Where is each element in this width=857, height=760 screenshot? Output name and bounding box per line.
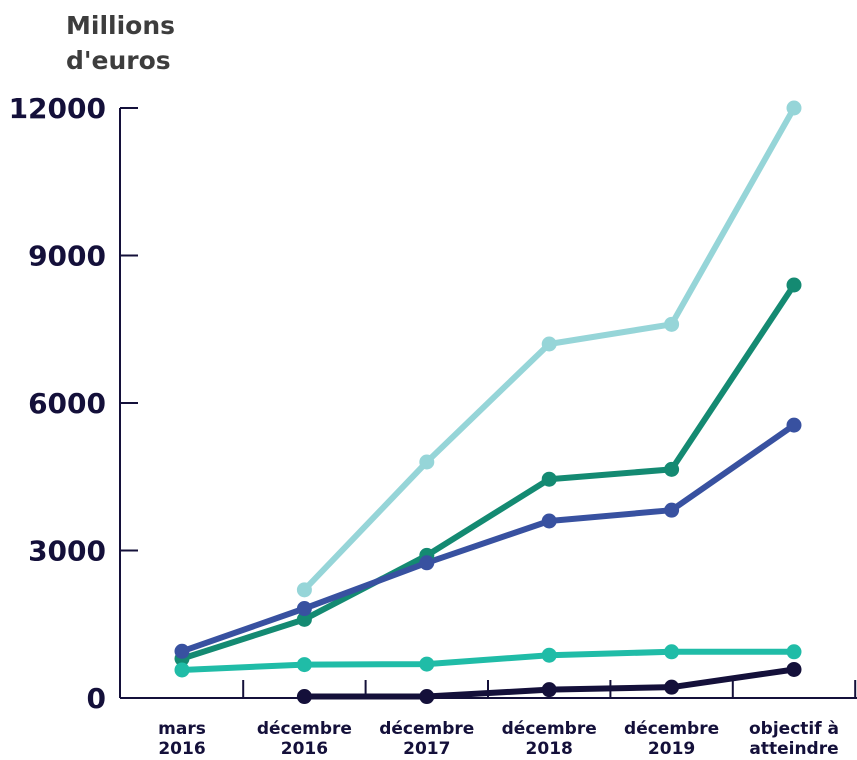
y-tick-label: 3000	[28, 535, 106, 568]
y-tick-label: 9000	[28, 240, 106, 273]
x-tick-label: décembre 2019	[624, 719, 719, 759]
x-tick-label: objectif à atteindre	[749, 719, 839, 759]
data-point	[664, 461, 680, 477]
data-point	[786, 417, 802, 433]
x-tick-label: décembre 2017	[379, 719, 474, 759]
data-point	[541, 682, 557, 698]
data-point	[664, 644, 680, 660]
data-point	[541, 513, 557, 529]
x-tick-label: mars 2016	[158, 719, 206, 759]
y-axis-label-line-1: Millions	[66, 11, 175, 40]
y-tick-label: 0	[87, 682, 106, 715]
data-point	[296, 582, 312, 598]
y-tick-label: 12000	[9, 92, 106, 125]
data-point	[174, 662, 190, 678]
x-tick-label: décembre 2016	[257, 719, 352, 759]
y-tick-label: 6000	[28, 387, 106, 420]
series-line-4	[179, 648, 797, 673]
series-line-2	[179, 282, 797, 662]
data-point	[786, 277, 802, 293]
data-point	[419, 689, 435, 705]
data-point	[541, 647, 557, 663]
data-point	[541, 336, 557, 352]
data-point	[419, 656, 435, 672]
data-point	[664, 679, 680, 695]
data-point	[664, 316, 680, 332]
data-point	[296, 611, 312, 627]
series-line-3	[179, 422, 797, 655]
axes	[119, 108, 857, 699]
x-ticks: mars 2016 décembre 2016 décembre 2017 décembre…	[158, 680, 857, 759]
data-point	[174, 643, 190, 659]
data-point	[296, 689, 312, 705]
series-points	[174, 100, 802, 705]
data-point	[664, 502, 680, 518]
data-point	[786, 644, 802, 660]
y-ticks: 0 3000 6000 9000 12000	[9, 92, 138, 715]
series-lines	[179, 105, 797, 700]
data-point	[786, 100, 802, 116]
data-point	[419, 454, 435, 470]
y-axis-label-line-2: d'euros	[66, 46, 171, 75]
data-point	[541, 471, 557, 487]
data-point	[419, 555, 435, 571]
data-point	[786, 661, 802, 677]
data-point	[296, 657, 312, 673]
x-tick-label: décembre 2018	[502, 719, 597, 759]
data-point	[296, 601, 312, 617]
